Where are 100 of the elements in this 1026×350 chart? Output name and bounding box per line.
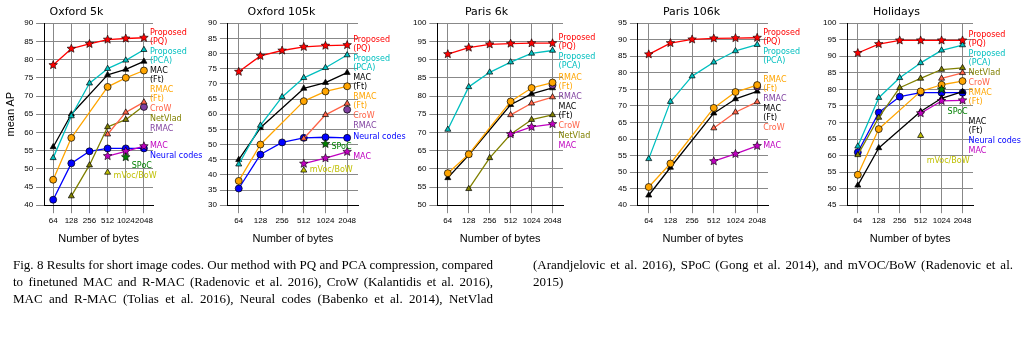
y-tick-label: 55 [417, 182, 427, 192]
x-tick-label: 1024 [522, 216, 542, 226]
series-label: Proposed (PQ) [149, 27, 187, 46]
y-tick-label: 70 [827, 117, 837, 127]
x-tick-label: 2048 [953, 216, 972, 226]
series-label: MAC (Ft) [353, 73, 372, 92]
x-tick-label: 2048 [543, 216, 562, 226]
series-label: Proposed (PCA) [763, 46, 800, 65]
text: CroW [763, 123, 785, 133]
y-tick-label: 80 [417, 91, 427, 101]
text: CroW [558, 120, 581, 130]
x-tick-label: 1024 [116, 216, 136, 226]
y-tick-label: 70 [24, 91, 34, 101]
x-tick-label: 128 [462, 216, 476, 226]
y-tick-label: 55 [617, 150, 628, 160]
y-tick-label: 95 [827, 34, 837, 44]
y-tick-label: 75 [617, 84, 628, 94]
text: Fig. 8 Results for short image codes. Our method with PQ and PCA compression, compared to finetuned MAC and R-MAC (Radenovic et al. 2016), CroW (Kalantidis et al. 2016), MAC and R-MAC (Tolias et al. 2016), Neural codes (Babenko et al. 2014), NetVlad (Arandjelovic et al. 2016), SPoC (Gong et al. 2014), and mVOC/BoW (Radenovic et al. 2015) [13, 257, 1013, 306]
series-label: Proposed (PQ) [968, 30, 1006, 49]
series-label: RMAC [763, 94, 787, 104]
x-axis-title: Number of bytes [459, 232, 542, 245]
y-tick-label: 80 [617, 68, 628, 78]
y-tick-label: 55 [827, 167, 837, 177]
series-label: NetVlad [558, 130, 591, 140]
y-tick-label: 90 [417, 54, 427, 64]
y-tick-label: 65 [24, 109, 34, 119]
series-label: Neural codes [353, 132, 406, 142]
x-tick-label: 256 [685, 216, 700, 226]
x-axis-title: Number of bytes [662, 232, 744, 245]
series-label: RMAC (Ft) [149, 84, 174, 103]
series-label: NetVlad [149, 113, 182, 123]
y-tick-label: 65 [827, 134, 837, 144]
chart-title: Oxford 105k [247, 5, 317, 19]
y-tick-label: 85 [24, 36, 34, 46]
series-label: Proposed (PCA) [558, 52, 596, 71]
x-tick-label: 128 [253, 216, 268, 226]
y-tick-label: 90 [617, 34, 628, 44]
y-tick-label: 60 [827, 150, 837, 160]
x-tick-label: 128 [663, 216, 678, 226]
y-tick-label: 60 [617, 134, 628, 144]
x-tick-label: 2048 [338, 216, 357, 226]
y-tick-label: 95 [617, 18, 628, 28]
x-tick-label: 512 [100, 216, 115, 226]
y-tick-label: 85 [417, 73, 427, 82]
x-tick-label: 512 [503, 216, 518, 226]
x-tick-label: 128 [872, 216, 886, 226]
chart-title: Paris 106k [662, 5, 721, 19]
y-tick-label: 45 [617, 183, 628, 193]
series-label: CroW [149, 103, 172, 113]
x-tick-label: 512 [707, 216, 722, 226]
series-label: RMAC [558, 91, 583, 101]
y-tick-label: 85 [827, 68, 837, 78]
text: MAC [968, 146, 987, 156]
x-tick-label: 256 [893, 216, 907, 226]
series-label: SPoC [331, 142, 352, 152]
chart-title: Holidays [872, 5, 921, 19]
y-tick-label: 90 [207, 18, 218, 28]
series-label: Proposed (PCA) [353, 54, 390, 73]
series-label: mVoc/BoW [309, 164, 353, 174]
y-tick-label: 90 [827, 51, 837, 61]
y-tick-label: 70 [617, 101, 628, 111]
y-tick-label: 50 [617, 167, 628, 177]
series-label: SPoC [947, 107, 969, 117]
series-label: Proposed (PCA) [968, 49, 1006, 68]
y-tick-label: 45 [207, 154, 218, 164]
y-tick-label: 75 [827, 101, 837, 111]
y-tick-label: 60 [417, 164, 427, 173]
series-label: MAC (Ft) [149, 65, 169, 84]
x-tick-label: 64 [234, 216, 244, 226]
y-tick-label: 80 [207, 48, 218, 58]
y-tick-label: 50 [827, 183, 837, 193]
y-tick-label: 75 [207, 63, 218, 73]
y-tick-label: 70 [207, 79, 218, 89]
y-tick-label: 70 [417, 127, 427, 137]
y-tick-label: 85 [617, 51, 628, 61]
series-label: Neural codes [149, 150, 203, 160]
y-tick-label: 65 [417, 145, 427, 155]
y-tick-label: 50 [24, 164, 34, 173]
text: MAC (Ft) [968, 117, 987, 136]
y-tick-label: 80 [827, 84, 837, 94]
x-tick-label: 1024 [316, 216, 335, 226]
series-label: RMAC (Ft) [353, 92, 377, 111]
y-tick-label: 40 [24, 200, 34, 210]
chart-title: Paris 6k [464, 5, 509, 19]
series-label: RMAC [353, 121, 377, 131]
series-label: CroW [968, 78, 991, 88]
x-tick-label: 64 [48, 216, 59, 226]
series-label: MAC (Ft) [558, 101, 577, 120]
series-label: CroW [353, 111, 375, 121]
y-tick-label: 75 [417, 109, 427, 119]
y-tick-label: 60 [207, 109, 218, 119]
x-axis-title: Number of bytes [252, 232, 334, 245]
x-tick-label: 128 [64, 216, 79, 226]
y-tick-label: 80 [24, 54, 34, 64]
y-tick-label: 85 [207, 33, 218, 43]
series-label: MAC [763, 140, 782, 150]
x-tick-label: 1024 [726, 216, 745, 226]
y-tick-label: 90 [24, 18, 34, 28]
series-label: NetVlad [968, 68, 1001, 78]
text: Neural codes [968, 136, 1021, 146]
